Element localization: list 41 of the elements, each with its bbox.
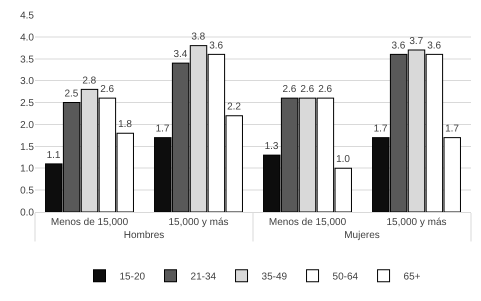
data-label: 2.6 xyxy=(300,84,315,96)
x-tick-label: Menos de 15,000 xyxy=(268,217,347,228)
text: Mujeres xyxy=(344,230,380,241)
legend-label: 50-64 xyxy=(332,272,359,283)
x-tick-label: Menos de 15,000 xyxy=(50,217,129,228)
y-tick-label: 0.5 xyxy=(20,186,34,197)
x-tick-label: 15,000 y más xyxy=(168,217,229,228)
data-label: 1.7 xyxy=(374,124,388,135)
legend-label: 15-20 xyxy=(120,272,146,283)
y-tick-label: 3.5 xyxy=(20,54,34,66)
y-tick-label: 1.5 xyxy=(20,142,34,153)
data-label: 3.6 xyxy=(209,40,224,52)
legend-label: 35-49 xyxy=(262,272,288,283)
data-label: 1.7 xyxy=(445,124,460,135)
data-label: 3.4 xyxy=(173,49,188,60)
data-label: 2.2 xyxy=(227,102,242,113)
data-label: 3.8 xyxy=(191,32,206,43)
legend-label: 21-34 xyxy=(190,272,217,283)
y-tick-label: 4.0 xyxy=(20,32,34,44)
data-label: 1.1 xyxy=(46,150,61,161)
data-label: 1.8 xyxy=(118,119,132,130)
x-tick-label: 15,000 y más xyxy=(386,217,447,228)
data-label: 3.7 xyxy=(409,36,424,48)
data-label: 1.3 xyxy=(264,141,279,152)
data-label: 2.6 xyxy=(282,84,297,96)
data-label: 2.6 xyxy=(318,84,333,96)
data-label: 2.6 xyxy=(100,84,115,96)
legend-label: 65+ xyxy=(404,272,421,283)
y-tick-label: 3.0 xyxy=(20,76,34,88)
data-label: 1.7 xyxy=(156,124,170,135)
y-tick-label: 2.0 xyxy=(20,120,34,131)
y-tick-label: 2.5 xyxy=(20,98,34,110)
data-label: 3.6 xyxy=(391,40,406,52)
text: Hombres xyxy=(124,230,164,241)
y-tick-label: 1.0 xyxy=(20,164,34,175)
data-label: 3.6 xyxy=(427,40,442,52)
y-tick-label: 4.5 xyxy=(20,10,34,22)
data-label: 1.0 xyxy=(336,154,350,166)
y-tick-label: 0.0 xyxy=(20,208,34,218)
data-label: 2.8 xyxy=(82,75,97,86)
data-label: 2.5 xyxy=(64,88,79,100)
